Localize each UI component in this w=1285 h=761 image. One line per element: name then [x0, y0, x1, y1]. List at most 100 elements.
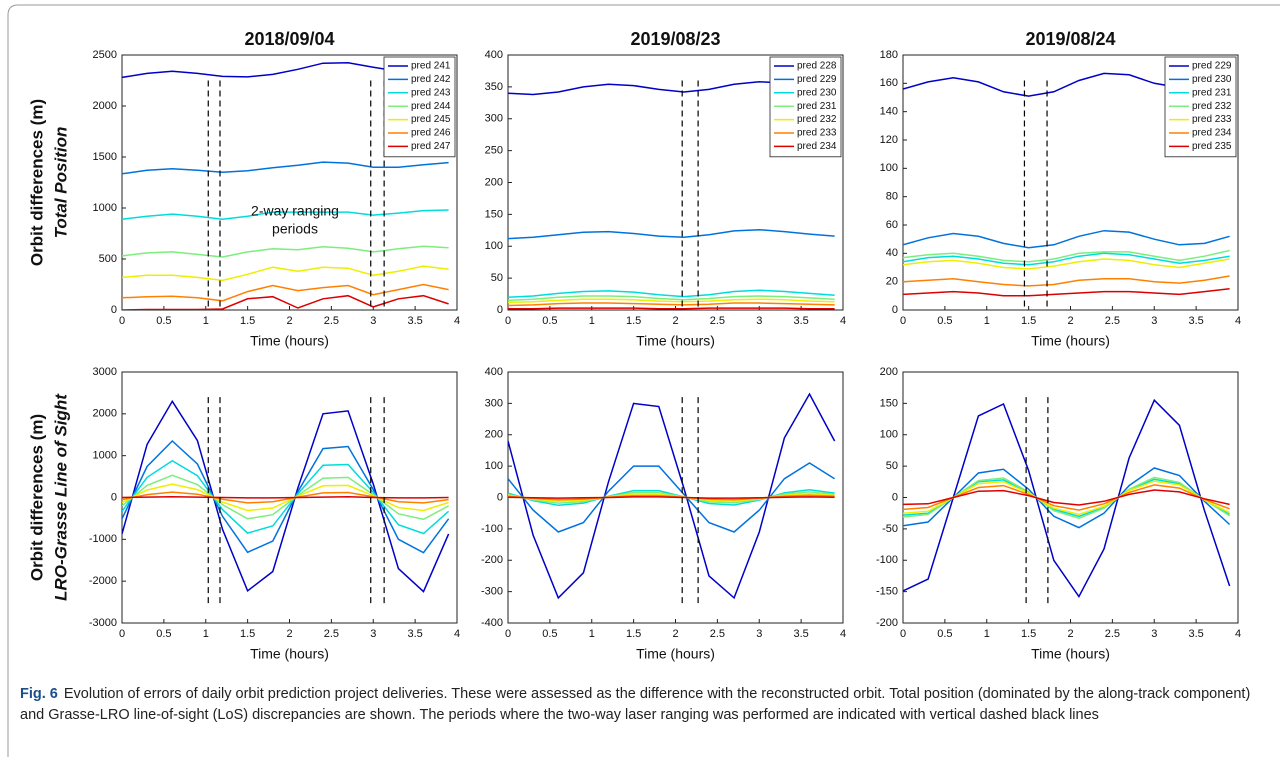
x-tick-label: 3.5 [793, 628, 808, 640]
y-tick-label: 100 [880, 162, 898, 174]
y-tick-label: 1000 [93, 450, 117, 462]
legend-label: pred 232 [797, 114, 837, 125]
series-line [122, 209, 449, 220]
series-line [903, 249, 1230, 263]
panel: 0 0.5 1 1.5 2 2.5 3 3.5 4 -3000 -2000 -1000 0 1000 200… [27, 366, 460, 662]
x-tick-label: 1 [984, 628, 990, 640]
x-tick-label: 0.5 [542, 628, 557, 640]
x-tick-label: 2.5 [710, 628, 725, 640]
x-tick-label: 4 [1235, 628, 1241, 640]
legend-label: pred 231 [1192, 87, 1232, 98]
x-tick-label: 2 [1067, 628, 1073, 640]
caption: Fig. 6 Evolution of errors of daily orbit… [20, 684, 1265, 726]
panel: 0 0.5 1 1.5 2 2.5 3 3.5 4 0 50 100 150 200 250 300 350 40… [485, 29, 846, 349]
legend-label: pred 231 [797, 101, 837, 112]
caption-label: Fig. 6 [20, 686, 58, 702]
y-tick-label: 160 [880, 77, 898, 89]
panel: 0 0.5 1 1.5 2 2.5 3 3.5 4 0 500 1000 1500 2000 2500 201… [27, 29, 460, 349]
x-tick-label: 1 [984, 315, 990, 327]
y-tick-label: 200 [485, 429, 503, 441]
y-axis-label: Orbit differences (m) [27, 414, 46, 581]
y-tick-label: 140 [880, 106, 898, 118]
y-tick-label: 400 [485, 49, 503, 61]
x-tick-label: 0 [119, 315, 125, 327]
y-tick-label: -1000 [89, 533, 117, 545]
series-line [903, 489, 1230, 506]
y-tick-label: 80 [886, 191, 898, 203]
series-line [122, 495, 449, 499]
y-tick-label: -2000 [89, 575, 117, 587]
y-tick-label: 2000 [93, 408, 117, 420]
y-tick-label: -3000 [89, 617, 117, 629]
x-tick-label: 4 [454, 315, 460, 327]
x-tick-label: 3 [370, 628, 376, 640]
legend-label: pred 246 [411, 128, 451, 139]
y-tick-label: 100 [485, 460, 503, 472]
y-tick-label: 250 [485, 145, 503, 157]
y-tick-label: 2000 [93, 100, 117, 112]
x-tick-label: 0.5 [156, 628, 171, 640]
x-tick-label: 2.5 [324, 628, 339, 640]
y-axis-sublabel: LRO-Grasse Line of Sight [51, 393, 70, 601]
x-tick-label: 3.5 [407, 628, 422, 640]
x-axis-label: Time (hours) [250, 333, 329, 349]
series-line [508, 494, 835, 501]
x-tick-label: 0 [505, 628, 511, 640]
x-tick-label: 2 [672, 628, 678, 640]
x-tick-label: 4 [840, 628, 846, 640]
legend-label: pred 228 [797, 61, 837, 72]
x-tick-label: 2.5 [1105, 315, 1120, 327]
series-line [508, 295, 835, 302]
x-tick-label: 0 [900, 628, 906, 640]
plot-area [902, 371, 1239, 624]
series-line [903, 229, 1230, 249]
y-tick-label: 0 [892, 304, 898, 316]
x-axis-label: Time (hours) [1031, 646, 1110, 662]
x-tick-label: 2 [672, 315, 678, 327]
legend-label: pred 232 [1192, 101, 1232, 112]
x-tick-label: 3.5 [1188, 315, 1203, 327]
legend-label: pred 233 [797, 128, 837, 139]
y-tick-label: 2500 [93, 49, 117, 61]
series-line [508, 496, 835, 499]
y-tick-label: 150 [485, 208, 503, 220]
x-tick-label: 2.5 [710, 315, 725, 327]
panel: 0 0.5 1 1.5 2 2.5 3 3.5 4 -400 -300 -200 -100 0 100 200… [481, 366, 846, 662]
y-tick-label: -200 [481, 554, 503, 566]
y-tick-label: -200 [876, 617, 898, 629]
x-tick-label: 2.5 [324, 315, 339, 327]
series-line [508, 462, 835, 533]
legend-label: pred 247 [411, 141, 451, 152]
legend-label: pred 233 [1192, 114, 1232, 125]
legend-label: pred 229 [1192, 61, 1232, 72]
series-line [122, 474, 449, 521]
x-tick-label: 0 [505, 315, 511, 327]
y-tick-label: -300 [481, 586, 503, 598]
x-tick-label: 3.5 [793, 315, 808, 327]
y-tick-label: 0 [111, 491, 117, 503]
y-tick-label: 20 [886, 276, 898, 288]
series-line [508, 491, 835, 504]
annotation: periods [272, 221, 318, 237]
series-line [122, 459, 450, 535]
x-tick-label: 0 [900, 315, 906, 327]
legend-label: pred 241 [411, 61, 451, 72]
series-line [122, 245, 449, 258]
series-line [903, 288, 1230, 297]
y-tick-label: 40 [886, 247, 898, 259]
x-tick-label: 4 [1235, 315, 1241, 327]
series-line [903, 275, 1230, 287]
legend-label: pred 235 [1192, 141, 1232, 152]
y-tick-label: 100 [880, 429, 898, 441]
x-tick-label: 1 [203, 628, 209, 640]
panel-title: 2019/08/23 [630, 29, 720, 49]
x-axis-label: Time (hours) [636, 646, 715, 662]
legend-label: pred 229 [797, 74, 837, 85]
panel: 0 0.5 1 1.5 2 2.5 3 3.5 4 -200 -150 -100 -50 0 50 100 15… [876, 366, 1241, 662]
x-tick-label: 1.5 [626, 628, 641, 640]
series-line [508, 488, 835, 507]
x-tick-label: 1.5 [626, 315, 641, 327]
x-tick-label: 1.5 [1021, 628, 1036, 640]
